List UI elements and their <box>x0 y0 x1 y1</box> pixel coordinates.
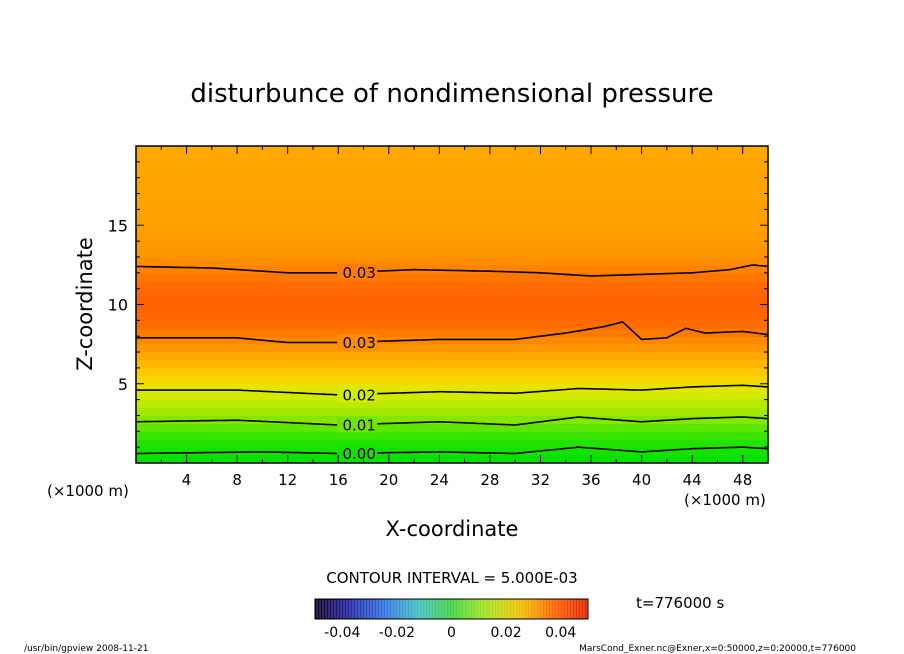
footer-right: MarsCond_Exner.nc@Exner,x=0:50000,z=0:20… <box>579 644 856 654</box>
contour-lines <box>136 264 768 455</box>
footer-left: /usr/bin/gpview 2008-11-21 <box>24 644 148 654</box>
contour-labels: 0.00 0.01 0.02 0.03 0.03 <box>337 264 378 463</box>
contour-band <box>136 438 768 448</box>
x-unit-right: (×1000 m) <box>684 491 766 509</box>
colorbar-frame <box>314 598 589 620</box>
contour-band <box>136 327 768 337</box>
x-tick-label: 12 <box>278 471 297 489</box>
contour-band <box>136 454 768 463</box>
contour-label-bg <box>337 386 378 403</box>
contour-band <box>136 264 768 274</box>
contour-band <box>136 422 768 432</box>
x-tick-label: 4 <box>182 471 192 489</box>
contour-band <box>136 343 768 353</box>
x-unit-left: (×1000 m) <box>47 482 129 500</box>
contour-band <box>136 446 768 456</box>
contour-band <box>136 367 768 377</box>
contour-band <box>136 391 768 401</box>
colorbar-fill <box>315 599 588 619</box>
contour-interval-text: CONTOUR INTERVAL = 5.000E-03 <box>326 569 577 587</box>
colorbar-tick-label: 0.04 <box>545 625 576 641</box>
contour-label-bg <box>337 333 378 350</box>
colorbar-ticks: -0.04 -0.02 0 0.02 0.04 <box>324 625 576 641</box>
x-tick-label: 28 <box>480 471 499 489</box>
x-tick-label: 20 <box>379 471 398 489</box>
contour-line <box>136 321 768 344</box>
contour-band <box>136 232 768 242</box>
contour-band <box>136 272 768 282</box>
colorbar-stripes <box>316 600 588 618</box>
contour-line <box>136 264 768 277</box>
y-tick-label: 15 <box>108 216 128 235</box>
contour-line <box>136 384 768 396</box>
contour-band <box>136 256 768 266</box>
contour-band <box>136 414 768 424</box>
contour-band <box>136 169 768 179</box>
contour-band <box>136 185 768 195</box>
y-axis-label: Z-coordinate <box>73 237 97 371</box>
contour-band <box>136 351 768 361</box>
contour-band <box>136 430 768 440</box>
contour-label: 0.03 <box>342 264 375 282</box>
contour-label-bg <box>337 416 378 433</box>
contour-band <box>136 146 768 155</box>
y-tick-label: 5 <box>118 375 128 394</box>
colorbar: -0.04 -0.02 0 0.02 0.04 <box>314 598 589 641</box>
time-label: t=776000 s <box>636 594 724 612</box>
contour-band <box>136 288 768 298</box>
x-tick-label: 16 <box>329 471 348 489</box>
contour-band <box>136 407 768 416</box>
contour-label: 0.01 <box>342 416 375 434</box>
contour-line <box>136 416 768 426</box>
contour-label: 0.03 <box>342 334 375 352</box>
x-tick-label: 48 <box>733 471 752 489</box>
contour-band <box>136 311 768 321</box>
contour-band <box>136 383 768 393</box>
contour-band <box>136 280 768 290</box>
x-tick-label: 40 <box>632 471 651 489</box>
contour-label: 0.02 <box>342 386 375 404</box>
x-tick-label: 24 <box>430 471 449 489</box>
y-tick-label: 10 <box>108 296 128 315</box>
contour-band <box>136 224 768 234</box>
x-axis-label: X-coordinate <box>386 517 519 541</box>
contour-label-bg <box>337 264 378 281</box>
contour-band <box>136 193 768 202</box>
x-axis: 4 8 12 16 20 24 28 32 36 40 44 48 <box>160 146 752 489</box>
contour-label: 0.00 <box>342 445 375 463</box>
filled-contours <box>136 146 768 463</box>
x-tick-label: 44 <box>683 471 702 489</box>
x-tick-label: 36 <box>581 471 600 489</box>
y-axis: 5 10 15 <box>108 161 768 448</box>
contour-band <box>136 399 768 409</box>
contour-band <box>136 216 768 226</box>
chart-title: disturbunce of nondimensional pressure <box>190 79 713 109</box>
colorbar-tick-label: -0.04 <box>324 625 360 641</box>
contour-band <box>136 248 768 258</box>
colorbar-tick-label: 0.02 <box>491 625 522 641</box>
contour-band <box>136 208 768 218</box>
contour-band <box>136 319 768 329</box>
contour-band <box>136 153 768 163</box>
contour-band <box>136 177 768 187</box>
contour-band <box>136 200 768 210</box>
contour-band <box>136 296 768 305</box>
contour-band <box>136 359 768 369</box>
contour-band <box>136 375 768 385</box>
contour-label-bg <box>337 445 378 462</box>
contour-band <box>136 304 768 313</box>
x-tick-label: 8 <box>232 471 242 489</box>
colorbar-tick-label: -0.02 <box>379 625 415 641</box>
contour-band <box>136 240 768 250</box>
contour-line <box>136 446 768 455</box>
colorbar-tick-label: 0 <box>447 625 456 641</box>
x-tick-label: 32 <box>531 471 550 489</box>
contour-band <box>136 161 768 171</box>
